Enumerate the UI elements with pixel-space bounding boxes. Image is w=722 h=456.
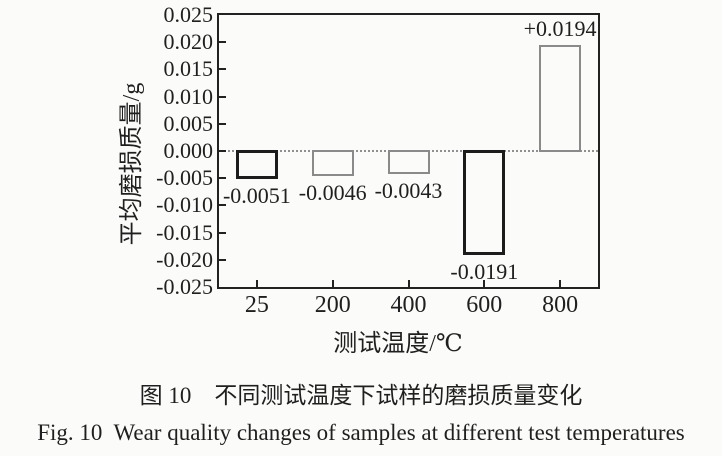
- y-axis-tick: [219, 177, 226, 180]
- x-axis-tick: [331, 280, 334, 287]
- y-axis-tick: [219, 258, 226, 261]
- bar-value-label-800: +0.0194: [523, 16, 597, 41]
- x-axis-tick-label: 600: [466, 292, 503, 318]
- y-axis-tick-label: 0.000: [163, 138, 214, 163]
- y-axis-tick-label: -0.025: [156, 274, 213, 299]
- x-axis-tick-label: 800: [542, 292, 579, 318]
- bar-200: [311, 150, 354, 176]
- bar-value-label-600: -0.0191: [450, 259, 519, 284]
- y-axis-tick: [219, 68, 226, 71]
- x-axis-tick-label: 200: [314, 292, 351, 318]
- x-axis-tick: [483, 280, 486, 287]
- plot-area: -0.0051 -0.0046 -0.0043 -0.0191 +0.0194: [217, 13, 600, 289]
- y-axis-tick-label: 0.005: [163, 110, 214, 136]
- y-axis-tick-label: -0.015: [156, 219, 213, 245]
- bar-800: [539, 45, 582, 152]
- y-axis-tick-label: -0.010: [156, 192, 213, 218]
- x-axis-tick-label: 25: [244, 292, 269, 318]
- y-axis-tick-label: 0.015: [163, 56, 214, 82]
- x-axis-title: 测试温度/℃: [333, 331, 463, 357]
- y-axis-tick-label: -0.020: [156, 246, 213, 272]
- caption-english: Fig. 10 Wear quality changes of samples …: [37, 420, 685, 445]
- bar-value-label-25: -0.0051: [222, 183, 291, 208]
- y-axis-tick-label: 0.025: [163, 2, 214, 27]
- caption-chinese: 图 10 不同测试温度下试样的磨损质量变化: [139, 383, 583, 408]
- x-axis-tick: [255, 280, 258, 287]
- bar-600: [463, 150, 506, 255]
- bar-400: [387, 150, 430, 174]
- bar-value-label-200: -0.0046: [298, 180, 367, 205]
- x-axis-tick: [559, 280, 562, 287]
- y-axis-tick: [219, 95, 226, 98]
- bar-25: [235, 150, 278, 179]
- y-axis-tick: [219, 122, 226, 125]
- y-axis-tick: [219, 231, 226, 234]
- x-axis-tick: [407, 280, 410, 287]
- x-axis-tick-label: 400: [390, 292, 427, 318]
- y-axis-tick-label: 0.010: [163, 83, 214, 109]
- y-axis-tick: [219, 150, 226, 152]
- y-axis-tick-labels: 0.025 0.020 0.015 0.010 0.005 0.000 -0.005 -0.0…: [0, 0, 213, 300]
- bar-value-label-400: -0.0043: [374, 178, 443, 203]
- y-axis-tick: [219, 41, 226, 44]
- y-axis-tick-label: 0.020: [163, 29, 214, 55]
- y-axis-tick: [219, 204, 226, 207]
- y-axis-tick-label: -0.005: [156, 165, 213, 191]
